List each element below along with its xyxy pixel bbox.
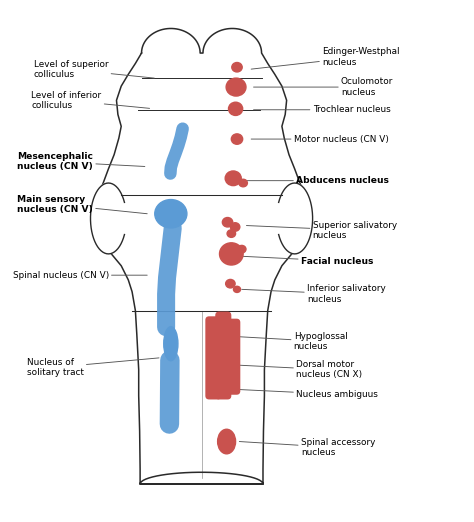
Ellipse shape	[239, 179, 247, 187]
Ellipse shape	[226, 78, 246, 96]
Text: Spinal nucleus (CN V): Spinal nucleus (CN V)	[12, 271, 147, 280]
Ellipse shape	[222, 218, 233, 227]
FancyBboxPatch shape	[205, 316, 221, 399]
Text: Facial nucleus: Facial nucleus	[242, 256, 373, 266]
Ellipse shape	[225, 171, 241, 186]
Ellipse shape	[219, 243, 243, 265]
Ellipse shape	[227, 230, 236, 238]
Text: Motor nucleus (CN V): Motor nucleus (CN V)	[251, 135, 389, 144]
FancyBboxPatch shape	[225, 318, 240, 395]
Ellipse shape	[237, 245, 246, 253]
Text: Edinger-Westphal
nucleus: Edinger-Westphal nucleus	[251, 47, 400, 69]
Polygon shape	[279, 183, 312, 254]
Text: Trochlear nucleus: Trochlear nucleus	[254, 105, 391, 114]
Text: Mesencephalic
nucleus (CN V): Mesencephalic nucleus (CN V)	[17, 152, 145, 171]
Ellipse shape	[231, 134, 243, 144]
Text: Level of superior
colliculus: Level of superior colliculus	[34, 60, 155, 79]
Ellipse shape	[232, 63, 242, 72]
Text: Dorsal motor
nucleus (CN X): Dorsal motor nucleus (CN X)	[235, 360, 362, 379]
Polygon shape	[91, 183, 125, 254]
Ellipse shape	[155, 199, 187, 228]
Ellipse shape	[164, 327, 178, 361]
Ellipse shape	[226, 279, 235, 288]
Polygon shape	[98, 29, 306, 484]
Text: Spinal accessory
nucleus: Spinal accessory nucleus	[239, 438, 375, 457]
Text: Main sensory
nucleus (CN V): Main sensory nucleus (CN V)	[17, 195, 147, 214]
Text: Abducens nucleus: Abducens nucleus	[242, 176, 389, 185]
Ellipse shape	[228, 102, 243, 115]
Text: Nucleus ambiguus: Nucleus ambiguus	[239, 389, 378, 399]
FancyBboxPatch shape	[215, 312, 231, 399]
Text: Inferior salivatory
nucleus: Inferior salivatory nucleus	[242, 284, 386, 304]
Text: Level of inferior
colliculus: Level of inferior colliculus	[31, 91, 150, 110]
Text: Nucleus of
solitary tract: Nucleus of solitary tract	[27, 358, 159, 377]
Text: Oculomotor
nucleus: Oculomotor nucleus	[254, 77, 393, 97]
Ellipse shape	[234, 286, 240, 292]
Text: Hypoglossal
nucleus: Hypoglossal nucleus	[237, 331, 347, 351]
Ellipse shape	[218, 429, 236, 454]
Ellipse shape	[230, 223, 240, 231]
Text: Superior salivatory
nucleus: Superior salivatory nucleus	[246, 221, 397, 240]
